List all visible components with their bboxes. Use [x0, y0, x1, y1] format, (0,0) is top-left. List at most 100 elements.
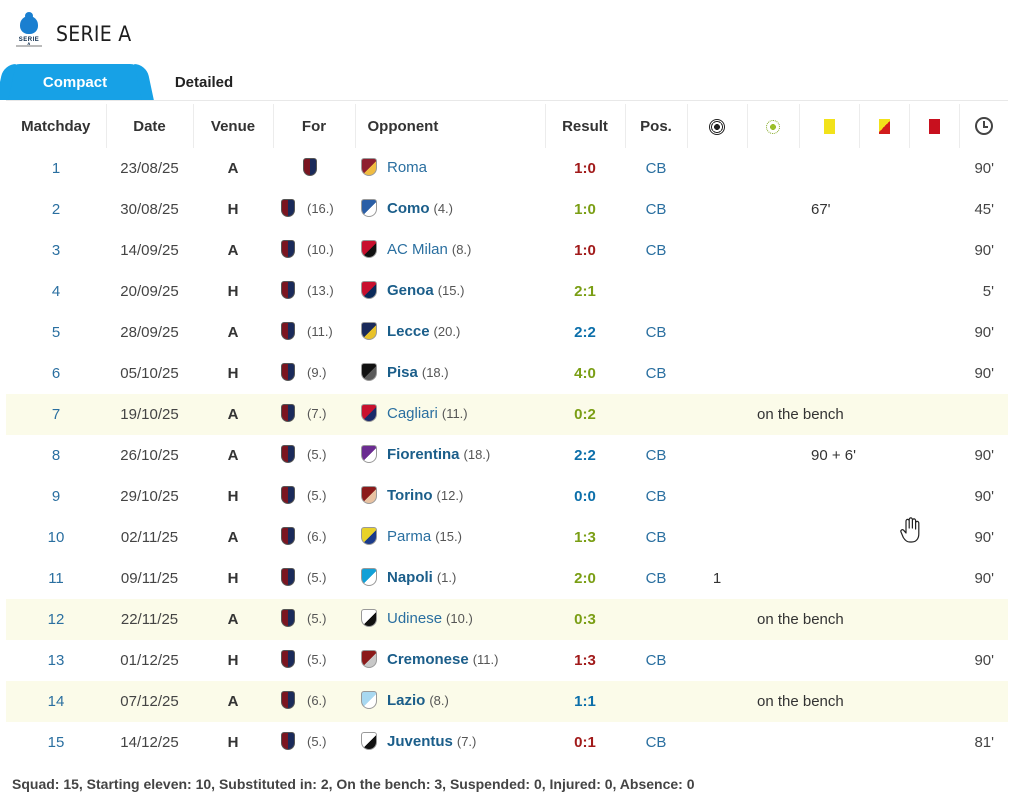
matchday-cell[interactable]: 10 [47, 529, 65, 546]
for-cell: (5.) [273, 599, 355, 640]
matchday-cell[interactable]: 15 [47, 734, 65, 751]
bologna-crest-icon [281, 567, 295, 586]
result-cell[interactable]: 0:2 [545, 394, 625, 435]
opponent-cell[interactable]: Como (4.) [355, 189, 545, 230]
matchday-cell[interactable]: 8 [51, 447, 61, 464]
matchday-cell[interactable]: 12 [6, 599, 106, 640]
opponent-name[interactable]: AC Milan [387, 241, 448, 259]
position-cell: CB [645, 242, 667, 259]
opponent-name[interactable]: Udinese [387, 610, 443, 628]
red-cell [909, 435, 959, 476]
result-cell[interactable]: 1:3 [574, 529, 596, 546]
result-cell[interactable]: 2:0 [574, 570, 596, 587]
opponent-cell[interactable]: Genoa (15.) [355, 271, 545, 312]
tab-compact[interactable]: Compact [6, 64, 144, 100]
opponent-cell[interactable]: Cremonese (11.) [355, 640, 545, 681]
opponent-name[interactable]: Roma [387, 159, 428, 177]
col-goals[interactable] [687, 104, 748, 148]
matches-table-wrap: Matchday Date Venue For Opponent Result … [6, 104, 1008, 763]
matchday-cell[interactable]: 9 [51, 488, 61, 505]
opponent-cell[interactable]: Cagliari (11.) [355, 394, 545, 435]
opponent-cell[interactable]: AC Milan (8.) [355, 230, 545, 271]
tab-detailed-label: Detailed [174, 73, 234, 91]
col-yellowred[interactable] [859, 104, 910, 148]
col-venue[interactable]: Venue [193, 104, 274, 148]
bologna-crest-icon [281, 731, 295, 750]
opponent-name[interactable]: Juventus [387, 733, 453, 751]
assists-cell [747, 517, 799, 558]
opponent-cell[interactable]: Lazio (8.) [355, 681, 545, 722]
col-yellow[interactable] [799, 104, 860, 148]
for-rank: (5.) [307, 447, 327, 463]
opponent-name[interactable]: Cagliari [387, 405, 438, 423]
result-cell[interactable]: 1:0 [574, 201, 596, 218]
result-cell[interactable]: 1:0 [574, 160, 596, 177]
for-rank: (5.) [307, 652, 327, 668]
opponent-cell[interactable]: Udinese (10.) [355, 599, 545, 640]
result-cell[interactable]: 0:3 [545, 599, 625, 640]
result-cell[interactable]: 4:0 [574, 365, 596, 382]
opponent-cell[interactable]: Parma (15.) [355, 517, 545, 558]
opponent-name[interactable]: Lecce [387, 323, 430, 341]
matchday-cell[interactable]: 13 [47, 652, 65, 669]
opponent-name[interactable]: Lazio [387, 692, 426, 710]
result-cell[interactable]: 0:0 [574, 488, 596, 505]
col-matchday[interactable]: Matchday [6, 104, 107, 148]
matchday-cell[interactable]: 6 [51, 365, 61, 382]
col-assists[interactable] [747, 104, 800, 148]
result-cell[interactable]: 1:0 [574, 242, 596, 259]
assists-cell [747, 271, 799, 312]
table-row: 6 05/10/25 H (9.) Pisa (18.) 4:0 CB 90' [6, 353, 1008, 394]
result-cell[interactable]: 0:1 [574, 734, 596, 751]
bologna-crest-icon [281, 198, 295, 217]
opponent-name[interactable]: Parma [387, 528, 432, 546]
opponent-cell[interactable]: Fiorentina (18.) [355, 435, 545, 476]
opponent-cell[interactable]: Juventus (7.) [355, 722, 545, 763]
opponent-cell[interactable]: Roma [355, 148, 545, 189]
table-row: 1 23/08/25 A Roma 1:0 CB 90' [6, 148, 1008, 189]
col-minutes[interactable] [959, 104, 1008, 148]
col-for[interactable]: For [273, 104, 356, 148]
col-opponent[interactable]: Opponent [355, 104, 546, 148]
matchday-cell[interactable]: 14 [6, 681, 106, 722]
date-cell: 28/09/25 [120, 324, 179, 341]
result-cell[interactable]: 2:1 [574, 283, 596, 300]
result-cell[interactable]: 2:2 [574, 324, 596, 341]
position-cell: CB [645, 734, 667, 751]
goals-cell [687, 435, 747, 476]
opponent-cell[interactable]: Lecce (20.) [355, 312, 545, 353]
date-cell: 14/12/25 [120, 734, 179, 751]
opponent-cell[interactable]: Torino (12.) [355, 476, 545, 517]
matchday-cell[interactable]: 11 [48, 570, 64, 587]
col-pos[interactable]: Pos. [625, 104, 688, 148]
result-cell[interactable]: 1:3 [574, 652, 596, 669]
table-row: 4 20/09/25 H (13.) Genoa (15.) 2:1 5' [6, 271, 1008, 312]
opponent-rank: (11.) [472, 652, 499, 668]
opponent-name[interactable]: Cremonese [387, 651, 469, 669]
result-cell[interactable]: 1:1 [545, 681, 625, 722]
opponent-cell[interactable]: Pisa (18.) [355, 353, 545, 394]
matchday-cell[interactable]: 1 [51, 160, 61, 177]
minutes-cell: 90' [974, 652, 994, 669]
venue-cell: H [227, 365, 239, 382]
for-rank: (13.) [307, 283, 334, 299]
col-date[interactable]: Date [106, 104, 194, 148]
red-cell [909, 722, 959, 763]
opponent-name[interactable]: Napoli [387, 569, 433, 587]
opponent-name[interactable]: Torino [387, 487, 433, 505]
result-cell[interactable]: 2:2 [574, 447, 596, 464]
opponent-name[interactable]: Pisa [387, 364, 418, 382]
opponent-name[interactable]: Como [387, 200, 430, 218]
col-red[interactable] [909, 104, 960, 148]
matchday-cell[interactable]: 7 [6, 394, 106, 435]
col-result[interactable]: Result [545, 104, 626, 148]
matchday-cell[interactable]: 4 [51, 283, 61, 300]
matchday-cell[interactable]: 5 [51, 324, 61, 341]
venue-cell: H [227, 201, 239, 218]
matchday-cell[interactable]: 2 [51, 201, 61, 218]
opponent-cell[interactable]: Napoli (1.) [355, 558, 545, 599]
matchday-cell[interactable]: 3 [51, 242, 61, 259]
opponent-name[interactable]: Genoa [387, 282, 434, 300]
tab-detailed[interactable]: Detailed [144, 64, 264, 100]
opponent-name[interactable]: Fiorentina [387, 446, 460, 464]
